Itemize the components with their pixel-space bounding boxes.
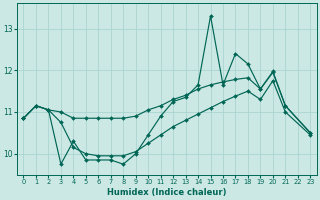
X-axis label: Humidex (Indice chaleur): Humidex (Indice chaleur) xyxy=(107,188,227,197)
